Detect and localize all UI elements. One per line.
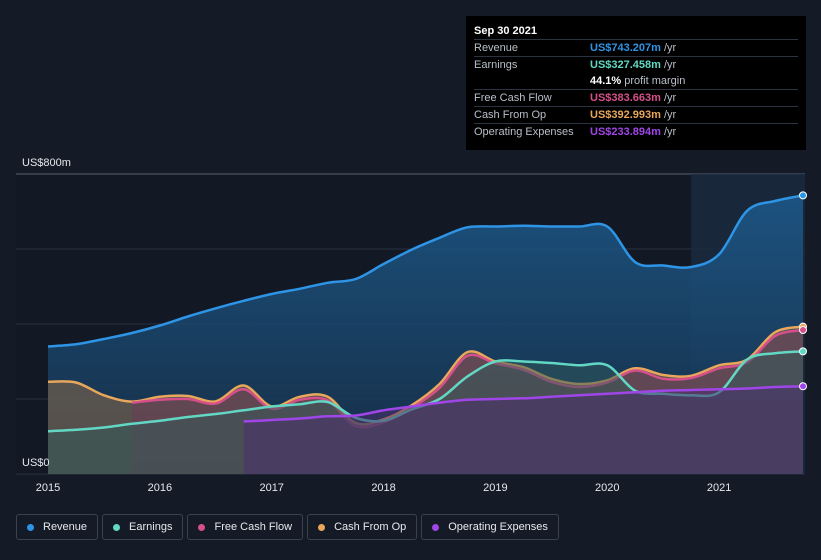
line-cash-from-op xyxy=(47,325,804,426)
y-axis-top-label: US$800m xyxy=(22,157,71,169)
endpoint-operating-expenses xyxy=(799,382,807,391)
legend-item-free-cash-flow[interactable]: Free Cash Flow xyxy=(187,514,304,540)
tooltip-row: Free Cash Flow US$383.663m/yr xyxy=(474,89,798,106)
tooltip-label: Cash From Op xyxy=(474,109,547,121)
tooltip-value: US$392.993m xyxy=(590,109,661,121)
tooltip-date: Sep 30 2021 xyxy=(474,25,537,37)
tooltip-value: US$383.663m xyxy=(590,92,661,104)
tooltip-label: Operating Expenses xyxy=(474,126,574,138)
x-tick-label: 2016 xyxy=(148,482,172,494)
legend-item-cash-from-op[interactable]: Cash From Op xyxy=(307,514,418,540)
x-tick-label: 2019 xyxy=(483,482,507,494)
legend-label: Earnings xyxy=(129,521,173,533)
tooltip-value: US$233.894m xyxy=(590,126,661,138)
endpoint-earnings xyxy=(799,347,807,356)
x-tick-label: 2018 xyxy=(371,482,395,494)
tooltip-label: Revenue xyxy=(474,42,519,54)
x-tick-label: 2020 xyxy=(595,482,619,494)
legend-label: Cash From Op xyxy=(334,521,407,533)
x-tick-label: 2021 xyxy=(707,482,731,494)
tooltip-unit: /yr xyxy=(663,126,677,138)
legend-label: Revenue xyxy=(43,521,88,533)
legend-item-revenue[interactable]: Revenue xyxy=(16,514,99,540)
tooltip-label xyxy=(474,73,590,89)
x-tick-label: 2015 xyxy=(36,482,60,494)
tooltip-row: Cash From Op US$392.993m/yr xyxy=(474,106,798,123)
tooltip-panel: Sep 30 2021 Revenue US$743.207m/yr Earning… xyxy=(466,16,806,150)
legend-item-operating-expenses[interactable]: Operating Expenses xyxy=(421,514,559,540)
tooltip-value: 44.1% xyxy=(590,75,622,87)
chart: 2015 2016 2017 2018 2019 2020 2021 US$800m US$… xyxy=(16,157,807,494)
x-tick-label: 2017 xyxy=(259,482,283,494)
line-free-cash-flow xyxy=(131,328,804,429)
area-operating-expenses xyxy=(243,386,803,474)
tooltip-unit: /yr xyxy=(663,109,677,121)
tooltip-unit: profit margin xyxy=(624,75,686,87)
endpoint-free-cash-flow xyxy=(799,326,807,334)
legend-label: Operating Expenses xyxy=(448,521,548,533)
legend-dot-icon xyxy=(27,523,34,531)
line-revenue xyxy=(47,194,804,348)
tooltip-row: Operating Expenses US$233.894m/yr xyxy=(474,123,798,140)
tooltip-label: Free Cash Flow xyxy=(474,92,552,104)
tooltip-row: 44.1% profit margin xyxy=(474,73,798,89)
legend-dot-icon xyxy=(198,523,206,531)
tooltip-value: US$743.207m xyxy=(590,42,661,54)
endpoint-revenue xyxy=(799,191,807,200)
tooltip-unit: /yr xyxy=(663,59,677,71)
legend-item-earnings[interactable]: Earnings xyxy=(102,514,184,540)
tooltip-value: US$327.458m xyxy=(590,59,661,71)
tooltip-unit: /yr xyxy=(663,42,677,54)
tooltip-row: Revenue US$743.207m/yr xyxy=(474,39,798,56)
line-operating-expenses xyxy=(243,385,804,423)
tooltip-unit: /yr xyxy=(663,92,677,104)
legend-dot-icon xyxy=(432,523,440,531)
legend-dot-icon xyxy=(318,523,326,531)
legend-label: Free Cash Flow xyxy=(214,521,293,533)
tooltip-row: Earnings US$327.458m/yr xyxy=(474,56,798,73)
legend: Revenue Earnings Free Cash Flow Cash From O… xyxy=(16,514,559,542)
legend-dot-icon xyxy=(113,523,121,531)
y-axis-bottom-label: US$0 xyxy=(22,457,50,469)
tooltip-label: Earnings xyxy=(474,59,518,71)
